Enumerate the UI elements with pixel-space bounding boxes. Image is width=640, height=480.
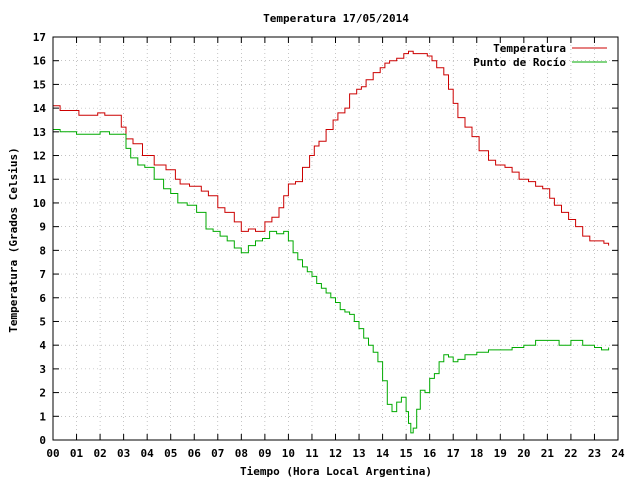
x-tick-label: 05 [164, 447, 177, 460]
x-tick-label: 06 [188, 447, 202, 460]
x-tick-label: 00 [46, 447, 59, 460]
y-tick-label: 15 [33, 78, 46, 91]
x-tick-label: 22 [564, 447, 577, 460]
legend-label: Punto de Rocío [473, 56, 566, 69]
x-tick-label: 18 [470, 447, 483, 460]
x-tick-label: 19 [494, 447, 507, 460]
y-tick-label: 3 [39, 363, 46, 376]
y-tick-label: 0 [39, 434, 46, 447]
y-tick-label: 7 [39, 268, 46, 281]
y-tick-label: 13 [33, 126, 46, 139]
x-tick-label: 03 [117, 447, 130, 460]
x-tick-label: 23 [588, 447, 601, 460]
x-tick-label: 09 [258, 447, 271, 460]
series-line-punto-de-rocio [53, 129, 610, 434]
x-tick-label: 16 [423, 447, 437, 460]
ticks-layer: 00 01 02 03 04 05 06 07 08 09 10 11 12 13 14 15 16 17 18 19… [33, 31, 625, 460]
y-tick-label: 10 [33, 197, 46, 210]
y-tick-label: 12 [33, 150, 46, 163]
y-tick-label: 6 [39, 292, 46, 305]
y-tick-label: 11 [33, 173, 47, 186]
y-tick-label: 9 [39, 221, 46, 234]
x-tick-label: 02 [93, 447, 106, 460]
x-tick-label: 14 [376, 447, 390, 460]
x-tick-label: 21 [541, 447, 555, 460]
x-tick-label: 07 [211, 447, 224, 460]
x-tick-label: 17 [447, 447, 460, 460]
y-tick-label: 1 [39, 410, 46, 423]
y-tick-label: 17 [33, 31, 46, 44]
series-layer [53, 50, 610, 434]
x-tick-label: 08 [235, 447, 248, 460]
x-tick-label: 24 [611, 447, 625, 460]
y-tick-label: 8 [39, 244, 46, 257]
x-axis-label: Tiempo (Hora Local Argentina) [240, 465, 432, 478]
x-tick-label: 20 [517, 447, 530, 460]
x-tick-label: 12 [329, 447, 342, 460]
grid-layer [53, 37, 618, 440]
y-tick-label: 14 [33, 102, 47, 115]
y-tick-label: 2 [39, 387, 46, 400]
series-line-temperatura [53, 50, 610, 246]
x-tick-label: 15 [400, 447, 413, 460]
x-tick-label: 10 [282, 447, 295, 460]
chart-title: Temperatura 17/05/2014 [263, 12, 409, 25]
y-axis-label: Temperatura (Grados Celsius) [7, 147, 20, 332]
x-tick-label: 01 [70, 447, 84, 460]
x-tick-label: 11 [305, 447, 319, 460]
y-tick-label: 16 [33, 55, 47, 68]
y-tick-label: 5 [39, 315, 46, 328]
x-tick-label: 13 [352, 447, 365, 460]
y-tick-label: 4 [39, 339, 46, 352]
legend-label: Temperatura [493, 42, 566, 55]
x-tick-label: 04 [141, 447, 155, 460]
